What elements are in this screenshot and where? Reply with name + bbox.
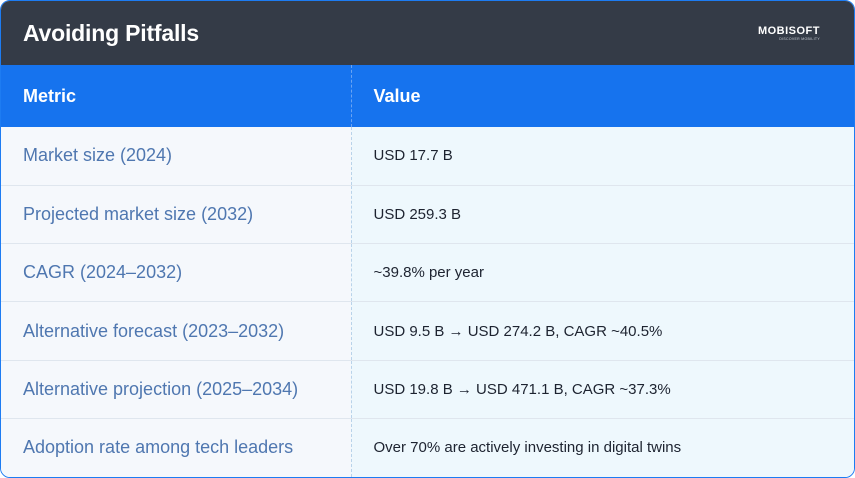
metric-cell: Alternative forecast (2023–2032) [1, 301, 351, 361]
metric-cell: Projected market size (2032) [1, 185, 351, 245]
metric-cell: CAGR (2024–2032) [1, 243, 351, 303]
table-row: CAGR (2024–2032) ~39.8% per year [1, 243, 854, 303]
metric-cell: Alternative projection (2025–2034) [1, 360, 351, 419]
table-header-row: Metric Value [1, 65, 854, 127]
table-row: Projected market size (2032) USD 259.3 B [1, 185, 854, 245]
mobisoft-logo: MOBISOFT DISCOVER MOBILITY [758, 25, 820, 42]
table-row: Market size (2024) USD 17.7 B [1, 127, 854, 186]
table-row: Alternative forecast (2023–2032) USD 9.5… [1, 301, 854, 361]
card-header: Avoiding Pitfalls MOBISOFT DISCOVER MOBI… [1, 1, 854, 65]
metric-cell: Market size (2024) [1, 127, 351, 186]
value-cell: USD 19.8 B → USD 471.1 B, CAGR ~37.3% [350, 360, 854, 419]
logo-tagline: DISCOVER MOBILITY [779, 36, 820, 41]
table-row: Adoption rate among tech leaders Over 70… [1, 418, 854, 477]
value-cell: USD 17.7 B [350, 127, 854, 186]
metric-cell: Adoption rate among tech leaders [1, 418, 351, 477]
column-header-value: Value [350, 65, 854, 127]
value-cell: USD 9.5 B → USD 274.2 B, CAGR ~40.5% [350, 301, 854, 361]
logo-text: MOBISOFT [757, 24, 820, 37]
page-title: Avoiding Pitfalls [23, 19, 199, 46]
table-row: Alternative projection (2025–2034) USD 1… [1, 360, 854, 419]
value-cell: ~39.8% per year [350, 243, 854, 303]
value-cell: USD 259.3 B [350, 185, 854, 245]
column-header-metric: Metric [1, 65, 351, 127]
metrics-table: Metric Value Market size (2024) USD 17.7… [1, 65, 854, 477]
value-cell: Over 70% are actively investing in digit… [350, 418, 854, 477]
